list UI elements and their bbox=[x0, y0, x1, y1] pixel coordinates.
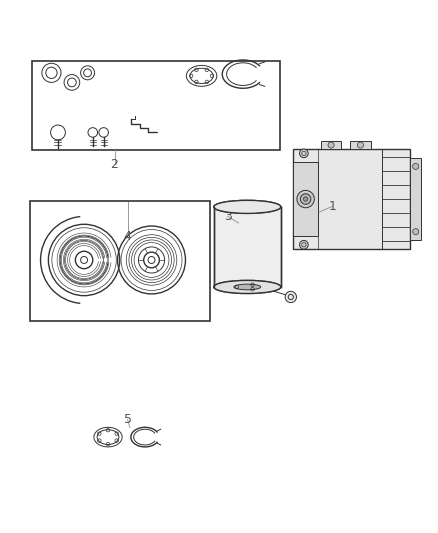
Circle shape bbox=[300, 240, 308, 249]
Bar bbox=[293, 149, 410, 249]
Ellipse shape bbox=[214, 200, 281, 213]
Circle shape bbox=[300, 194, 311, 204]
Text: 3: 3 bbox=[224, 210, 232, 223]
Circle shape bbox=[304, 197, 308, 201]
Circle shape bbox=[328, 142, 334, 148]
Bar bbox=[350, 141, 371, 149]
Circle shape bbox=[285, 292, 297, 303]
Ellipse shape bbox=[235, 285, 260, 289]
Bar bbox=[32, 61, 280, 150]
Circle shape bbox=[413, 163, 419, 169]
Text: 2: 2 bbox=[111, 158, 119, 171]
Ellipse shape bbox=[234, 284, 261, 290]
Ellipse shape bbox=[214, 280, 281, 294]
Circle shape bbox=[300, 149, 308, 158]
Text: 1: 1 bbox=[328, 200, 336, 213]
Circle shape bbox=[297, 190, 314, 208]
Ellipse shape bbox=[214, 200, 281, 213]
Bar bbox=[293, 162, 318, 236]
Ellipse shape bbox=[222, 282, 272, 292]
Bar bbox=[214, 207, 281, 287]
Bar bbox=[30, 201, 210, 321]
Circle shape bbox=[357, 142, 364, 148]
Ellipse shape bbox=[214, 280, 281, 294]
Text: 4: 4 bbox=[124, 230, 131, 244]
Bar bbox=[321, 141, 341, 149]
Bar bbox=[410, 158, 421, 240]
Circle shape bbox=[413, 229, 419, 235]
Text: 5: 5 bbox=[124, 413, 131, 426]
